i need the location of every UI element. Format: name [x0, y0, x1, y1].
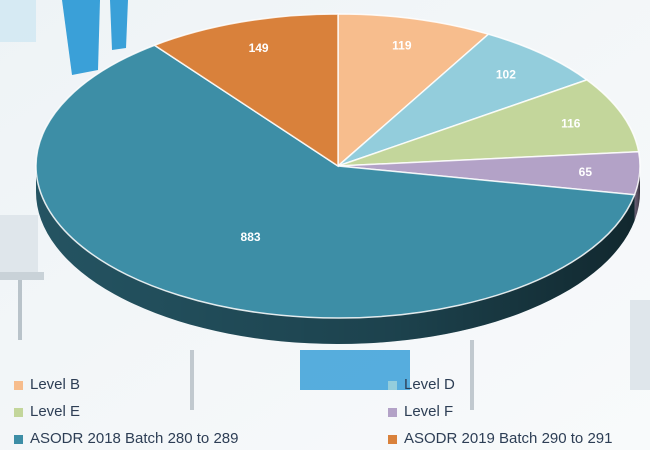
pie-slice-asodr-2019-batch-290-to-291[interactable] [152, 13, 339, 168]
data-label-3: 65 [579, 165, 593, 179]
pie-side-shade-3 [634, 166, 640, 221]
legend-label: Level E [30, 403, 81, 420]
legend-swatch [388, 407, 397, 417]
legend-swatch [388, 434, 397, 444]
legend-item-level-b[interactable]: Level B [14, 376, 80, 394]
legend-swatch [14, 380, 23, 390]
legend-label: ASODR 2019 Batch 290 to 291 [404, 430, 613, 447]
legend-swatch [14, 407, 23, 417]
legend-label: Level F [404, 403, 454, 420]
chart-legend: Level B Level D Level E Level F ASODR 2018 B… [0, 372, 650, 450]
legend-label: Level D [404, 376, 455, 393]
legend-item-asodr-2019-batch-290-to-291[interactable]: ASODR 2019 Batch 290 to 291 [388, 430, 612, 448]
legend-item-level-d[interactable]: Level D [388, 376, 455, 394]
legend-item-level-e[interactable]: Level E [14, 403, 80, 421]
data-label-0: 119 [392, 39, 412, 53]
pie-slice-level-b[interactable] [337, 13, 490, 168]
pie-slice-level-d[interactable] [337, 33, 589, 167]
pie-slice-level-e[interactable] [337, 79, 640, 167]
legend-item-asodr-2018-batch-280-to-289[interactable]: ASODR 2018 Batch 280 to 289 [14, 430, 238, 448]
legend-label: ASODR 2018 Batch 280 to 289 [30, 430, 239, 447]
legend-swatch [388, 380, 397, 390]
data-label-1: 102 [496, 67, 516, 81]
pie-slice-asodr-2018-batch-280-to-289[interactable] [35, 44, 636, 319]
legend-swatch [14, 434, 23, 444]
data-label-5: 149 [249, 41, 269, 55]
legend-item-level-f[interactable]: Level F [388, 403, 453, 421]
data-label-2: 116 [561, 116, 581, 130]
pie-chart: 119 102 116 65 883 149 [35, 13, 641, 344]
data-label-4: 883 [241, 230, 261, 244]
legend-label: Level B [30, 376, 81, 393]
